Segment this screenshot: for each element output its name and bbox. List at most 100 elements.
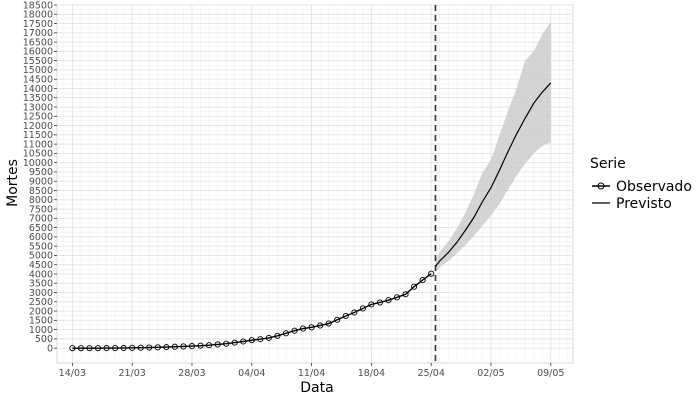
x-tick-label: 11/04 bbox=[298, 368, 325, 379]
point-observado bbox=[180, 343, 187, 350]
x-axis-title: Data bbox=[300, 380, 333, 396]
point-observado bbox=[334, 316, 341, 323]
y-tick-label: 16500 bbox=[23, 37, 53, 48]
point-observado bbox=[351, 309, 358, 316]
point-observado bbox=[231, 339, 238, 346]
point-observado bbox=[385, 297, 392, 304]
y-tick-label: 5500 bbox=[29, 241, 53, 252]
y-tick-label: 17000 bbox=[23, 28, 53, 39]
x-tick-label: 09/05 bbox=[537, 368, 564, 379]
y-axis-title: Mortes bbox=[5, 159, 21, 207]
observed-points-layer bbox=[69, 270, 435, 352]
point-observado bbox=[325, 320, 332, 327]
point-observado bbox=[248, 337, 255, 344]
point-observado bbox=[86, 345, 93, 352]
point-observado bbox=[368, 301, 375, 308]
point-observado bbox=[137, 344, 144, 351]
y-tick-label: 2500 bbox=[29, 297, 53, 308]
y-tick-label: 1500 bbox=[29, 316, 53, 327]
legend-key-observado bbox=[592, 182, 610, 190]
y-tick-label: 15500 bbox=[23, 56, 53, 67]
y-tick-label: 2000 bbox=[29, 306, 53, 317]
y-tick-label: 3500 bbox=[29, 279, 53, 290]
legend-label-observado: Observado bbox=[616, 179, 692, 195]
y-tick-label: 0 bbox=[47, 343, 53, 354]
y-tick-label: 17500 bbox=[23, 19, 53, 30]
point-observado bbox=[257, 336, 264, 343]
x-axis-ticks: 14/03 21/03 28/03 04/04 11/04 18/04 25/04 02/05… bbox=[59, 363, 564, 379]
x-tick-label: 18/04 bbox=[358, 368, 385, 379]
x-tick-label: 02/05 bbox=[477, 368, 504, 379]
y-tick-label: 10000 bbox=[23, 158, 53, 169]
point-observado bbox=[223, 340, 230, 347]
y-tick-label: 8000 bbox=[29, 195, 53, 206]
point-observado bbox=[69, 345, 76, 352]
series-lines-layer bbox=[72, 5, 552, 363]
point-observado bbox=[129, 344, 136, 351]
x-tick-label: 21/03 bbox=[118, 368, 145, 379]
y-axis-ticks: 0500100015002000250030003500400045005000… bbox=[23, 0, 57, 354]
point-observado bbox=[163, 344, 170, 351]
point-observado bbox=[274, 332, 281, 339]
point-observado bbox=[265, 334, 272, 341]
y-tick-label: 11000 bbox=[23, 139, 53, 150]
point-observado bbox=[376, 299, 383, 306]
legend: Serie Observado Previsto bbox=[590, 156, 692, 212]
point-observado bbox=[206, 342, 213, 349]
y-tick-label: 4000 bbox=[29, 269, 53, 280]
y-tick-label: 14500 bbox=[23, 74, 53, 85]
legend-label-previsto: Previsto bbox=[616, 196, 672, 212]
y-tick-label: 11500 bbox=[23, 130, 53, 141]
point-observado bbox=[402, 291, 409, 298]
y-tick-label: 12000 bbox=[23, 121, 53, 132]
y-tick-label: 500 bbox=[35, 334, 53, 345]
y-tick-label: 12500 bbox=[23, 112, 53, 123]
y-tick-label: 16000 bbox=[23, 47, 53, 58]
series-line-previsto bbox=[434, 82, 552, 267]
y-tick-label: 7500 bbox=[29, 204, 53, 215]
y-tick-label: 13000 bbox=[23, 102, 53, 113]
y-tick-label: 9000 bbox=[29, 177, 53, 188]
point-observado bbox=[146, 344, 153, 351]
y-tick-label: 13500 bbox=[23, 93, 53, 104]
y-tick-label: 3000 bbox=[29, 288, 53, 299]
point-observado bbox=[299, 325, 307, 332]
point-observado bbox=[188, 343, 196, 350]
y-tick-label: 18000 bbox=[23, 10, 53, 21]
point-observado bbox=[171, 343, 178, 350]
point-observado bbox=[428, 270, 435, 277]
y-tick-label: 9500 bbox=[29, 167, 53, 178]
y-tick-label: 4500 bbox=[29, 260, 53, 271]
point-observado bbox=[359, 305, 366, 312]
point-observado bbox=[112, 344, 119, 352]
y-tick-label: 5000 bbox=[29, 251, 53, 262]
point-observado bbox=[103, 345, 110, 352]
y-tick-label: 14000 bbox=[23, 84, 53, 95]
y-tick-label: 15000 bbox=[23, 65, 53, 76]
y-tick-label: 1000 bbox=[29, 325, 53, 336]
y-tick-label: 8500 bbox=[29, 186, 53, 197]
point-observado bbox=[77, 345, 84, 352]
point-observado bbox=[308, 324, 315, 331]
x-tick-label: 25/04 bbox=[417, 368, 444, 379]
point-observado bbox=[393, 294, 401, 301]
forecast-interval-band bbox=[435, 21, 551, 273]
point-observado bbox=[411, 283, 418, 290]
point-observado bbox=[197, 342, 204, 349]
point-observado bbox=[291, 327, 298, 334]
y-tick-label: 10500 bbox=[23, 149, 53, 160]
forecast-ribbon-layer bbox=[435, 21, 551, 273]
y-tick-label: 18500 bbox=[23, 0, 53, 11]
y-tick-label: 7000 bbox=[29, 214, 53, 225]
legend-title: Serie bbox=[590, 156, 626, 172]
point-observado bbox=[214, 341, 221, 348]
x-tick-label: 14/03 bbox=[59, 368, 86, 379]
point-observado bbox=[317, 322, 324, 329]
y-tick-label: 6500 bbox=[29, 223, 53, 234]
point-observado bbox=[154, 344, 161, 351]
x-tick-label: 28/03 bbox=[178, 368, 205, 379]
point-observado bbox=[120, 344, 127, 352]
point-observado bbox=[342, 312, 349, 320]
series-line-observado bbox=[72, 273, 432, 349]
